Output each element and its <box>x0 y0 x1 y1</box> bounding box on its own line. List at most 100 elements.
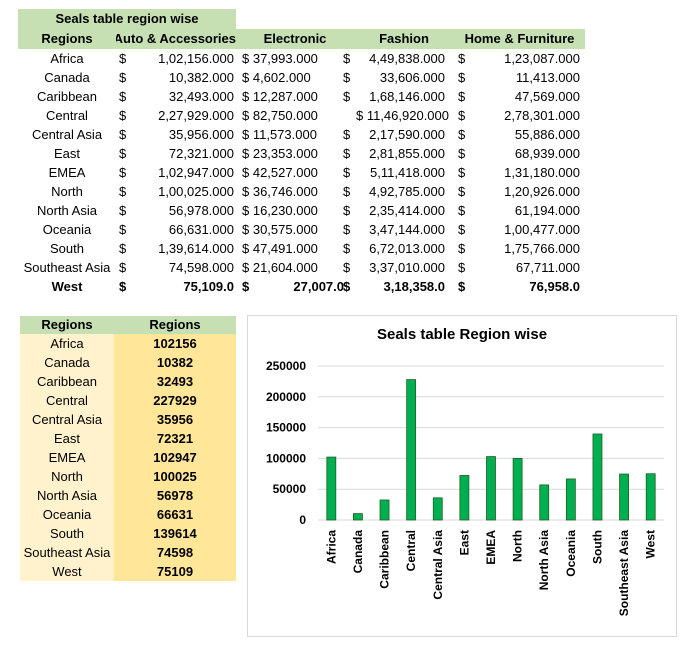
home-value-cell: 1,31,180.000 <box>504 165 580 180</box>
region-cell: East <box>53 146 80 161</box>
bottom-table-row: Central Asia 35956 <box>20 410 236 429</box>
bar[interactable] <box>406 379 417 521</box>
home-value-cell: 68,939.000 <box>514 146 580 161</box>
home-value-cell: 61,194.000 <box>514 203 580 218</box>
auto-value-cell: 2,27,929.000 <box>158 108 234 123</box>
bottom-value-cell: 32493 <box>156 374 194 389</box>
currency-symbol: $ <box>343 89 351 104</box>
top-table-row: Canada $10,382.000 $ 4,602.000 $33,606.000 $… <box>18 68 585 87</box>
currency-symbol: $ <box>343 241 351 256</box>
region-cell: North <box>51 184 83 199</box>
top-table-title: Seals table region wise <box>18 9 236 29</box>
region-cell: Southeast Asia <box>23 260 111 275</box>
currency-symbol: $ <box>343 146 351 161</box>
region-cell: West <box>51 279 83 294</box>
bar[interactable] <box>326 456 337 521</box>
x-tick-label: North <box>511 530 525 562</box>
currency-symbol: $ <box>119 146 127 161</box>
chart-title: Seals table Region wise <box>376 326 548 343</box>
bottom-table-header: Regions Regions <box>20 316 236 334</box>
bottom-region-cell: Central Asia <box>31 412 103 427</box>
region-cell: Central Asia <box>31 127 103 142</box>
currency-symbol: $ <box>458 203 466 218</box>
bottom-value-cell: 227929 <box>153 393 197 408</box>
bar[interactable] <box>432 497 443 521</box>
bar[interactable] <box>565 478 576 521</box>
bottom-table: Regions Regions Africa 102156 Canada 10382 C… <box>20 316 236 581</box>
fashion-value-cell: 2,17,590.000 <box>369 127 445 142</box>
home-value-cell: 55,886.000 <box>514 127 580 142</box>
home-value-cell: 11,413.000 <box>515 70 580 85</box>
electronic-value-cell: $ 36,746.000 <box>242 184 318 199</box>
top-table-row: Southeast Asia $74,598.000 $ 21,604.000 $3,… <box>18 258 585 277</box>
region-cell: Central <box>46 108 88 123</box>
bar[interactable] <box>512 457 523 521</box>
bottom-table-row: South 139614 <box>20 524 236 543</box>
bottom-value-cell: 66631 <box>156 507 194 522</box>
bottom-value-cell: 72321 <box>156 431 194 446</box>
top-table-row: Central Asia $35,956.000 $ 11,573.000 $2,17… <box>18 125 585 144</box>
region-cell: North Asia <box>37 203 97 218</box>
auto-value-cell: 72,321.000 <box>168 146 234 161</box>
currency-symbol: $ <box>119 279 127 294</box>
bottom-region-cell: East <box>53 431 80 446</box>
bottom-table-row: Central 227929 <box>20 391 236 410</box>
bar[interactable] <box>353 513 363 521</box>
top-table-row: Africa $1,02,156.000 $ 37,993.000 $4,49,838… <box>18 49 585 68</box>
bottom-region-cell: Canada <box>44 355 90 370</box>
home-value-cell: 47,569.000 <box>514 89 580 104</box>
auto-value-cell: 66,631.000 <box>168 222 234 237</box>
bar[interactable] <box>592 433 603 521</box>
bottom-region-cell: North Asia <box>37 488 97 503</box>
fashion-value-cell: 2,81,855.000 <box>369 146 445 161</box>
bar[interactable] <box>379 499 390 521</box>
electronic-value-cell: $ 12,287.000 <box>242 89 318 104</box>
currency-symbol: $ <box>119 184 127 199</box>
x-tick-label: West <box>644 530 658 558</box>
bottom-region-cell: South <box>50 526 84 541</box>
auto-value-cell: 10,382.000 <box>168 70 234 85</box>
currency-symbol: $ <box>458 279 466 294</box>
auto-value-cell: 1,39,614.000 <box>158 241 234 256</box>
bar[interactable] <box>645 473 656 521</box>
bottom-region-cell: Caribbean <box>37 374 97 389</box>
y-tick-label: 100000 <box>266 451 306 465</box>
bottom-table-row: Canada 10382 <box>20 353 236 372</box>
bar[interactable] <box>486 456 496 521</box>
bottom-table-value-column <box>114 334 236 581</box>
bottom-region-cell: Southeast Asia <box>23 545 111 560</box>
header-fashion: Fashion <box>379 31 429 46</box>
fashion-value-cell: 1,68,146.000 <box>369 89 445 104</box>
fashion-value-cell: 2,35,414.000 <box>369 203 445 218</box>
fashion-value-cell: 3,47,144.000 <box>369 222 445 237</box>
x-tick-label: Canada <box>351 530 365 574</box>
currency-symbol: $ <box>119 222 127 237</box>
bottom-region-cell: Africa <box>50 336 84 351</box>
x-tick-label: North Asia <box>537 530 551 591</box>
x-tick-label: East <box>457 530 471 555</box>
bottom-region-cell: EMEA <box>48 450 86 465</box>
fashion-value-cell: 5,11,418.000 <box>370 165 445 180</box>
bottom-value-cell: 139614 <box>153 526 197 541</box>
bar[interactable] <box>539 484 550 521</box>
fashion-value-cell: 3,37,010.000 <box>369 260 445 275</box>
top-table-row: EMEA $1,02,947.000 $ 42,527.000 $5,11,418.0… <box>18 163 585 182</box>
top-table-row: South $1,39,614.000 $ 47,491.000 $6,72,013.… <box>18 239 585 258</box>
top-table-row: East $72,321.000 $ 23,353.000 $2,81,855.000… <box>18 144 585 163</box>
region-cell: Oceania <box>42 222 92 237</box>
top-table-row: North Asia $56,978.000 $ 16,230.000 $2,35,4… <box>18 201 585 220</box>
currency-symbol: $ <box>343 260 351 275</box>
electronic-value-cell: $ 42,527.000 <box>242 165 318 180</box>
bar[interactable] <box>619 473 629 521</box>
top-table-row: Caribbean $32,493.000 $ 12,287.000 $1,68,14… <box>18 87 585 106</box>
auto-value-cell: 35,956.000 <box>168 127 234 142</box>
bar[interactable] <box>459 475 470 521</box>
bottom-region-cell: Oceania <box>42 507 92 522</box>
fashion-value-cell: 3,18,358.0 <box>383 279 445 294</box>
chart-container[interactable]: Seals table Region wise 0 50000 100000 1500… <box>247 315 677 637</box>
auto-value-cell: 1,02,156.000 <box>158 51 234 66</box>
currency-symbol: $ <box>343 203 351 218</box>
x-tick-label: Africa <box>324 530 338 564</box>
bottom-value-cell: 100025 <box>153 469 197 484</box>
electronic-value-cell: $ 16,230.000 <box>242 203 318 218</box>
